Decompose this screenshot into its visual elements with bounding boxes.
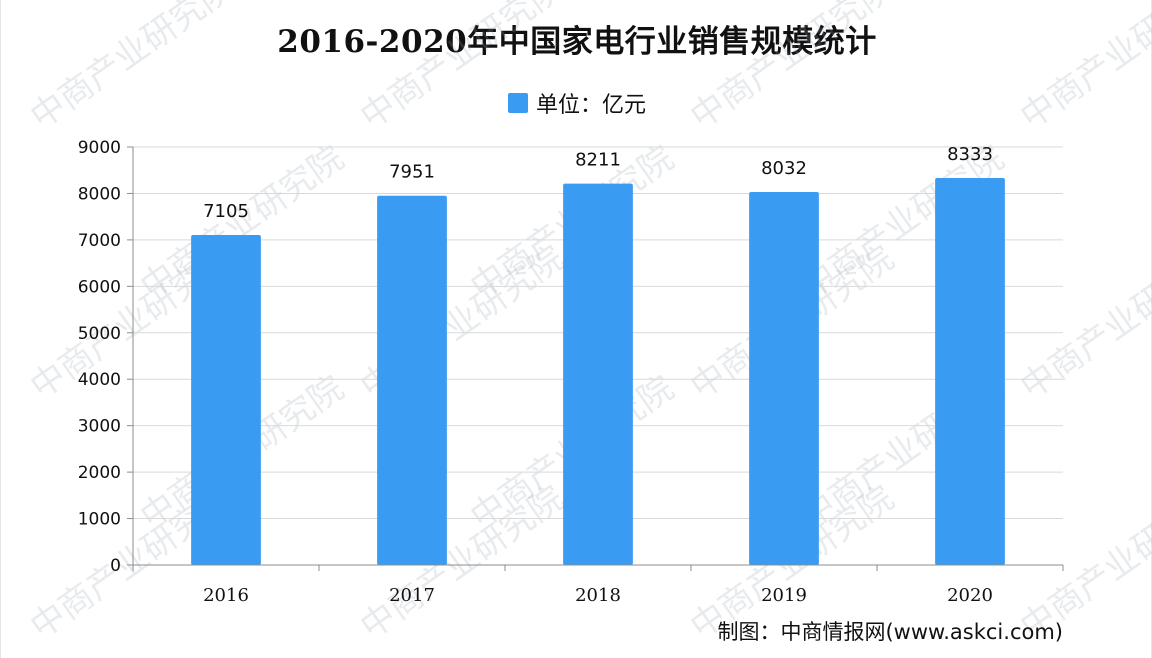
data-label-2018: 8211 [575,150,621,171]
x-tick-label: 2017 [389,585,435,606]
bar-2016 [191,235,261,566]
watermark-text: 中商产业研究院 [1013,238,1152,407]
x-tick-label: 2019 [761,585,807,606]
y-tick-label: 5000 [78,324,121,344]
legend-swatch [507,93,528,113]
y-tick-label: 0 [110,556,121,576]
data-labels: 7105 7951 8211 8032 8333 [203,144,993,222]
bar-2018 [563,183,633,566]
watermark-text: 中商产业研究院 [683,0,901,137]
bar-2020 [935,177,1005,565]
y-tick-label: 8000 [78,184,121,204]
x-tick-label: 2020 [947,585,993,606]
y-tick-label: 2000 [78,463,121,483]
y-tick-label: 4000 [78,370,121,390]
y-tick-label: 3000 [78,417,121,437]
watermark-text: 中商产业研究院 [1013,0,1152,137]
x-axis: 2016 2017 2018 2019 2020 [132,564,1064,606]
x-tick-label: 2018 [575,585,621,606]
bar-2019 [749,191,819,565]
y-axis: 0 1000 2000 3000 4000 5000 6000 7000 8000 9000 [78,138,134,576]
chart-title: 2016-2020年中国家电行业销售规模统计 [277,24,877,60]
watermark-text: 中商产业研究院 [23,0,241,137]
bar-2017 [377,195,447,565]
y-tick-label: 6000 [78,277,121,297]
data-label-2016: 7105 [203,201,249,222]
y-tick-label: 7000 [78,231,121,251]
y-tick-label: 9000 [78,138,121,158]
legend-label: 单位：亿元 [535,93,646,118]
data-label-2019: 8032 [761,158,807,179]
data-label-2017: 7951 [389,162,435,183]
x-tick-label: 2016 [203,585,249,606]
source-note: 制图：中商情报网(www.askci.com) [717,620,1063,644]
data-label-2020: 8333 [947,144,993,165]
watermark-text: 中商产业研究院 [353,0,571,137]
y-tick-label: 1000 [78,510,121,530]
bars [191,177,1005,566]
chart-legend: 单位：亿元 [1,88,1152,118]
